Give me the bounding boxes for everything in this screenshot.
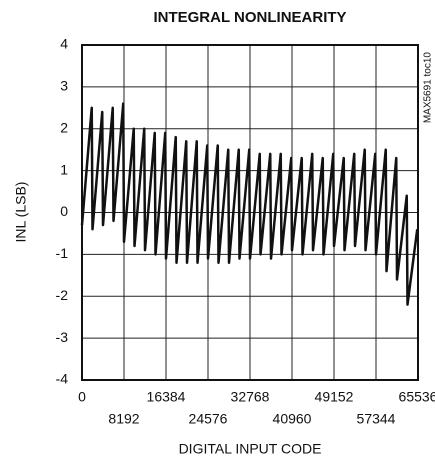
x-axis-label: DIGITAL INPUT CODE <box>179 441 322 457</box>
y-tick-label: 1 <box>60 161 68 177</box>
x-tick-label: 57344 <box>357 411 396 427</box>
y-tick-label: 4 <box>60 36 68 52</box>
y-tick-label: 3 <box>60 78 68 94</box>
x-tick-label: 65536 <box>399 389 435 405</box>
x-tick-label: 40960 <box>273 411 312 427</box>
y-tick-label: -1 <box>56 245 69 261</box>
x-tick-label: 32768 <box>231 389 270 405</box>
y-tick-label: -2 <box>56 287 69 303</box>
y-tick-label: -4 <box>56 371 69 387</box>
y-tick-label: 0 <box>60 203 68 219</box>
x-tick-label: 24576 <box>189 411 228 427</box>
x-tick-label: 49152 <box>315 389 354 405</box>
y-tick-label: -3 <box>56 329 69 345</box>
chart-title: INTEGRAL NONLINEARITY <box>153 9 346 26</box>
data-line <box>80 102 419 306</box>
annotation: MAX5691 toc10 <box>423 52 434 124</box>
y-axis-label: INL (LSB) <box>13 182 29 243</box>
y-tick-label: 2 <box>60 119 68 135</box>
x-tick-label: 0 <box>78 389 86 405</box>
x-tick-label: 8192 <box>108 411 139 427</box>
x-tick-label: 16384 <box>147 389 186 405</box>
